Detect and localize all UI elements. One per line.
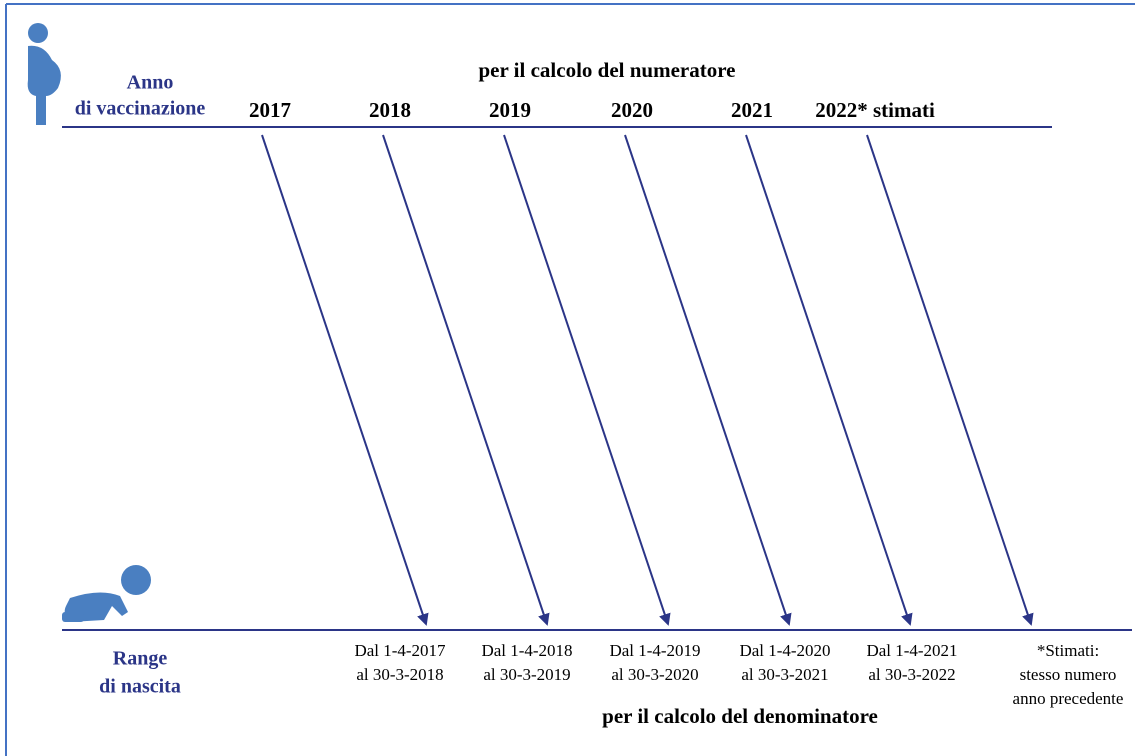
- note: stesso numero: [1020, 665, 1117, 684]
- title: per il calcolo del numeratore: [478, 58, 735, 82]
- year: 2019: [489, 98, 531, 122]
- year: 2020: [611, 98, 653, 122]
- year: 2017: [249, 98, 291, 122]
- birth-range: Dal 1-4-2021: [866, 641, 957, 660]
- birth-range: Dal 1-4-2019: [609, 641, 700, 660]
- note: *Stimati:: [1037, 641, 1099, 660]
- note: anno precedente: [1013, 689, 1124, 708]
- birth-range: al 30-3-2020: [611, 665, 698, 684]
- birth-range: Dal 1-4-2017: [354, 641, 446, 660]
- row-label: Range: [113, 648, 168, 670]
- arrow: [503, 134, 671, 626]
- birth-range: Dal 1-4-2020: [739, 641, 830, 660]
- year: 2018: [369, 98, 411, 122]
- row-label: Anno: [127, 72, 174, 94]
- birth-range: al 30-3-2021: [741, 665, 828, 684]
- arrow: [382, 134, 550, 626]
- birth-range: Dal 1-4-2018: [481, 641, 572, 660]
- year: 2021: [731, 98, 773, 122]
- year: 2022* stimati: [815, 98, 935, 122]
- pregnant-icon: [27, 23, 61, 125]
- row-label: di nascita: [99, 676, 181, 698]
- title: per il calcolo del denominatore: [602, 704, 878, 728]
- arrow: [261, 134, 429, 626]
- row-label: di vaccinazione: [75, 98, 206, 120]
- arrow: [745, 134, 913, 626]
- birth-range: al 30-3-2018: [356, 665, 443, 684]
- birth-range: al 30-3-2019: [483, 665, 570, 684]
- arrow: [866, 134, 1034, 626]
- baby-icon: [62, 565, 151, 622]
- birth-range: al 30-3-2022: [868, 665, 955, 684]
- arrow: [624, 134, 792, 626]
